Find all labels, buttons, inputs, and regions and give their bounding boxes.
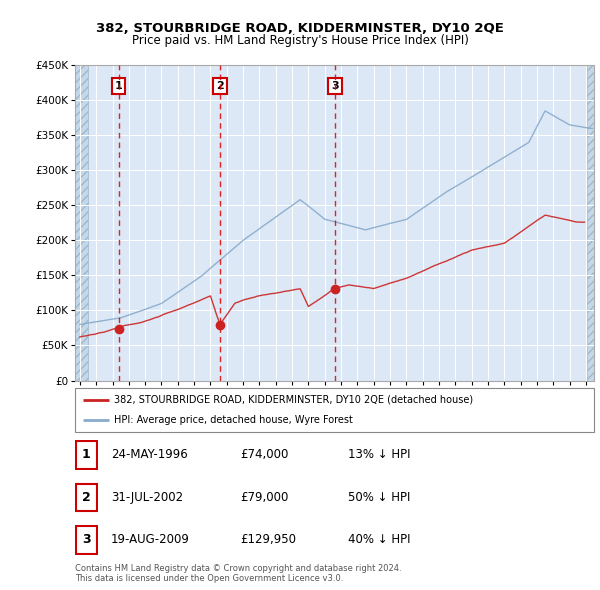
Text: 3: 3 xyxy=(82,533,91,546)
Text: 40% ↓ HPI: 40% ↓ HPI xyxy=(348,533,410,546)
Text: 1: 1 xyxy=(82,448,91,461)
Text: 50% ↓ HPI: 50% ↓ HPI xyxy=(348,491,410,504)
Text: 2: 2 xyxy=(216,81,224,91)
Text: £79,000: £79,000 xyxy=(240,491,289,504)
Text: 19-AUG-2009: 19-AUG-2009 xyxy=(111,533,190,546)
Bar xyxy=(75,65,88,381)
Text: 382, STOURBRIDGE ROAD, KIDDERMINSTER, DY10 2QE (detached house): 382, STOURBRIDGE ROAD, KIDDERMINSTER, DY… xyxy=(114,395,473,405)
Text: 3: 3 xyxy=(331,81,339,91)
Text: 1: 1 xyxy=(115,81,122,91)
Text: 31-JUL-2002: 31-JUL-2002 xyxy=(111,491,183,504)
Text: Price paid vs. HM Land Registry's House Price Index (HPI): Price paid vs. HM Land Registry's House … xyxy=(131,34,469,47)
Bar xyxy=(587,65,594,381)
Text: £129,950: £129,950 xyxy=(240,533,296,546)
Text: HPI: Average price, detached house, Wyre Forest: HPI: Average price, detached house, Wyre… xyxy=(114,415,353,425)
Text: 382, STOURBRIDGE ROAD, KIDDERMINSTER, DY10 2QE: 382, STOURBRIDGE ROAD, KIDDERMINSTER, DY… xyxy=(96,22,504,35)
Text: 24-MAY-1996: 24-MAY-1996 xyxy=(111,448,188,461)
Text: 2: 2 xyxy=(82,491,91,504)
Text: £74,000: £74,000 xyxy=(240,448,289,461)
Text: 13% ↓ HPI: 13% ↓ HPI xyxy=(348,448,410,461)
Text: Contains HM Land Registry data © Crown copyright and database right 2024.
This d: Contains HM Land Registry data © Crown c… xyxy=(75,563,401,583)
